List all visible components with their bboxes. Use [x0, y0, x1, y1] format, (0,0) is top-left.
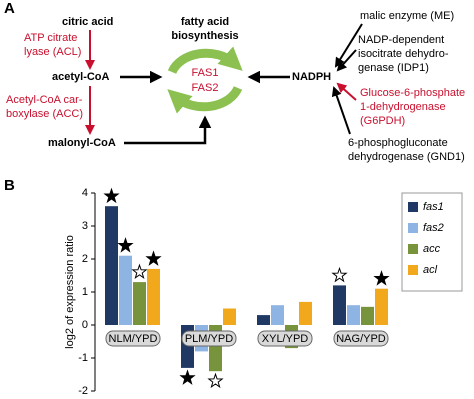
- complex: FAS2: [192, 82, 219, 94]
- x-tick-label: XYL/YPD: [262, 333, 309, 345]
- arrow: [331, 86, 351, 135]
- legend-swatch: [408, 244, 418, 254]
- source: dehydrogenase (GND1): [348, 151, 465, 163]
- source: 6-phosphogluconate: [348, 137, 448, 149]
- enzyme: ATP citrate: [24, 32, 77, 44]
- bar: [105, 206, 118, 325]
- cofactor: NADPH: [292, 71, 331, 83]
- legend-swatch: [408, 265, 418, 275]
- x-tick-label: NLM/YPD: [109, 333, 158, 345]
- process: fatty acid: [181, 16, 229, 28]
- significance-star: [331, 266, 348, 283]
- y-tick-label: 4: [82, 187, 88, 199]
- bar: [375, 288, 388, 325]
- cycle-arrow: [167, 85, 243, 114]
- bar: [299, 301, 312, 325]
- y-tick-label: 3: [82, 220, 88, 232]
- y-tick-label: -1: [78, 352, 88, 364]
- panel-label: B: [4, 177, 15, 194]
- x-tick-label: PLM/YPD: [185, 333, 233, 345]
- y-tick-label: 0: [82, 319, 88, 331]
- legend-swatch: [408, 202, 418, 212]
- significance-star: [373, 270, 390, 286]
- bar: [347, 305, 360, 325]
- bar: [133, 282, 146, 325]
- bar: [119, 255, 132, 325]
- enzyme: lyase (ACL): [24, 46, 81, 58]
- significance-star: [207, 372, 224, 389]
- source: Glucose-6-phosphate: [360, 87, 465, 99]
- source: isocitrate dehydro-: [358, 48, 449, 60]
- bar: [271, 305, 284, 325]
- arrow: [124, 115, 212, 145]
- complex: FAS1: [192, 67, 219, 79]
- bar: [257, 315, 270, 325]
- significance-star: [103, 187, 120, 204]
- significance-star: [117, 237, 134, 253]
- enzyme: Acetyl-CoA car-: [6, 94, 83, 106]
- source: 1-dehydrogenase: [360, 101, 446, 113]
- substrate: acetyl-CoA: [52, 71, 110, 83]
- enzyme: boxylase (ACC): [6, 108, 83, 120]
- arrow: [336, 82, 357, 101]
- category-box: [333, 330, 389, 347]
- y-tick-label: -2: [78, 385, 88, 397]
- category-box: [181, 330, 237, 347]
- source: NADP-dependent: [358, 34, 444, 46]
- significance-star: [131, 263, 148, 280]
- bar: [333, 285, 346, 325]
- process: biosynthesis: [171, 30, 238, 42]
- legend-label: fas2: [423, 222, 444, 234]
- arrow: [336, 49, 357, 72]
- x-tick-label: NAG/YPD: [336, 333, 386, 345]
- category-box: [257, 330, 313, 347]
- significance-star: [179, 369, 196, 385]
- category-box: [105, 330, 161, 347]
- significance-star: [145, 250, 162, 266]
- legend-label: fas1: [423, 201, 444, 213]
- y-axis-label: log2 of expression ratio: [64, 235, 76, 349]
- source: (G6PDH): [360, 115, 405, 127]
- substrate: citric acid: [62, 16, 113, 28]
- bar: [147, 268, 160, 325]
- source: genase (IDP1): [358, 62, 429, 74]
- y-tick-label: 2: [82, 253, 88, 265]
- legend-label: acl: [423, 264, 438, 276]
- bar-chart: -2 -1 0 1 2 3 4 log2 of expression ratio NLM/YPD…: [64, 187, 463, 397]
- substrate: malonyl-CoA: [48, 137, 116, 149]
- bar: [361, 306, 374, 325]
- cycle-arrow: [167, 46, 243, 75]
- legend-label: acc: [423, 243, 441, 255]
- source: malic enzyme (ME): [360, 10, 454, 22]
- y-tick-label: 1: [82, 286, 88, 298]
- bar: [223, 308, 236, 325]
- arrow: [334, 23, 363, 68]
- legend-swatch: [408, 223, 418, 233]
- panel-label: A: [4, 0, 15, 17]
